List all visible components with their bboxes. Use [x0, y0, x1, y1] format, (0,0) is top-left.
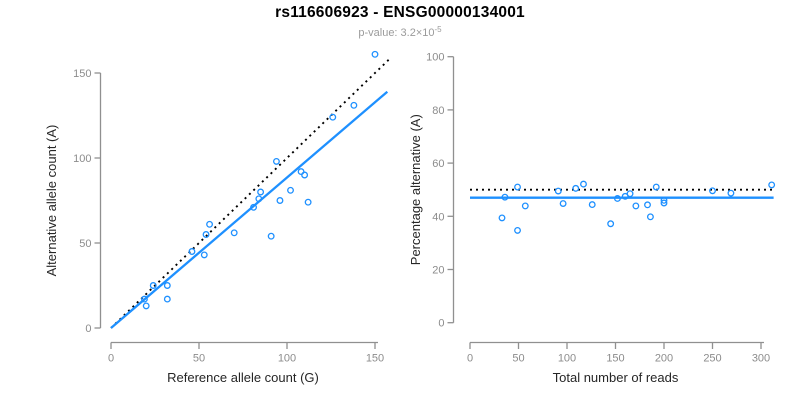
data-point: [140, 295, 148, 303]
x-axis-tick-label: 250: [703, 353, 721, 365]
data-point: [202, 231, 210, 238]
x-axis-tick-label: 100: [278, 353, 296, 365]
data-point: [287, 186, 294, 194]
data-point: [652, 183, 660, 191]
y-axis-tick-label: 40: [432, 211, 444, 223]
data-point: [572, 184, 580, 192]
y-axis-tick-label: 20: [432, 265, 444, 277]
page-title: rs116606923 - ENSG00000134001: [275, 4, 525, 21]
pvalue-label: p-value: 3.2×10: [358, 27, 435, 39]
data-point: [521, 202, 529, 210]
data-point: [501, 193, 509, 201]
data-point: [554, 187, 562, 195]
data-point: [709, 187, 716, 195]
data-point: [350, 101, 358, 109]
data-point: [498, 214, 506, 222]
y-axis-tick-label: 60: [432, 158, 444, 170]
data-point: [646, 213, 654, 221]
y-axis-tick-label: 150: [73, 68, 91, 80]
data-point: [188, 248, 196, 255]
x-axis-tick-label: 100: [558, 353, 576, 365]
identity-line: [110, 58, 390, 329]
data-point: [329, 113, 337, 121]
data-point: [206, 220, 214, 228]
data-point: [607, 220, 615, 228]
data-point: [257, 188, 265, 196]
data-point: [163, 295, 171, 303]
data-point: [768, 181, 776, 189]
y-axis-tick-label: 0: [438, 318, 444, 330]
data-point: [267, 232, 275, 240]
x-axis-tick-label: 200: [655, 353, 673, 365]
x-axis-tick-label: 0: [467, 353, 473, 365]
data-point: [142, 302, 150, 310]
data-point: [727, 189, 735, 197]
x-axis-title: Total number of reads: [553, 370, 679, 385]
data-point: [660, 196, 668, 204]
y-axis-tick-label: 100: [73, 153, 91, 165]
data-point: [613, 195, 621, 202]
data-point: [632, 202, 640, 210]
data-point: [250, 203, 258, 211]
x-axis-tick-label: 50: [512, 353, 524, 365]
y-axis-tick-label: 0: [85, 323, 91, 335]
data-point: [297, 168, 305, 176]
y-axis-tick-label: 50: [79, 238, 91, 250]
data-point: [580, 180, 587, 188]
data-point: [163, 282, 171, 289]
data-point: [255, 195, 263, 203]
page-subtitle: p-value: 3.2×10-5: [0, 25, 800, 39]
x-axis-tick-label: 50: [193, 353, 205, 365]
x-axis-tick-label: 150: [606, 353, 624, 365]
y-axis-title: Percentage alternative (A): [408, 114, 423, 265]
data-point: [301, 171, 309, 179]
data-point: [514, 226, 521, 234]
data-point: [371, 50, 379, 58]
x-axis-tick-label: 300: [752, 353, 770, 365]
data-point: [559, 200, 567, 207]
pvalue-exponent: -5: [434, 25, 442, 34]
data-point: [230, 229, 238, 237]
data-point: [200, 251, 208, 259]
y-axis-tick-label: 80: [432, 105, 444, 117]
data-point: [514, 183, 521, 191]
y-axis-title: Alternative allele count (A): [44, 125, 59, 277]
data-point: [304, 198, 312, 206]
fit-line: [110, 90, 389, 329]
data-point: [272, 157, 280, 165]
x-axis-tick-label: 150: [366, 353, 384, 365]
data-point: [644, 201, 651, 209]
data-point: [149, 282, 157, 289]
data-point: [626, 190, 634, 198]
data-point: [276, 197, 284, 204]
data-point: [588, 201, 596, 209]
data-point: [660, 199, 668, 207]
y-axis-tick-label: 100: [426, 52, 444, 64]
x-axis-tick-label: 0: [108, 353, 114, 365]
x-axis-title: Reference allele count (G): [167, 370, 319, 385]
